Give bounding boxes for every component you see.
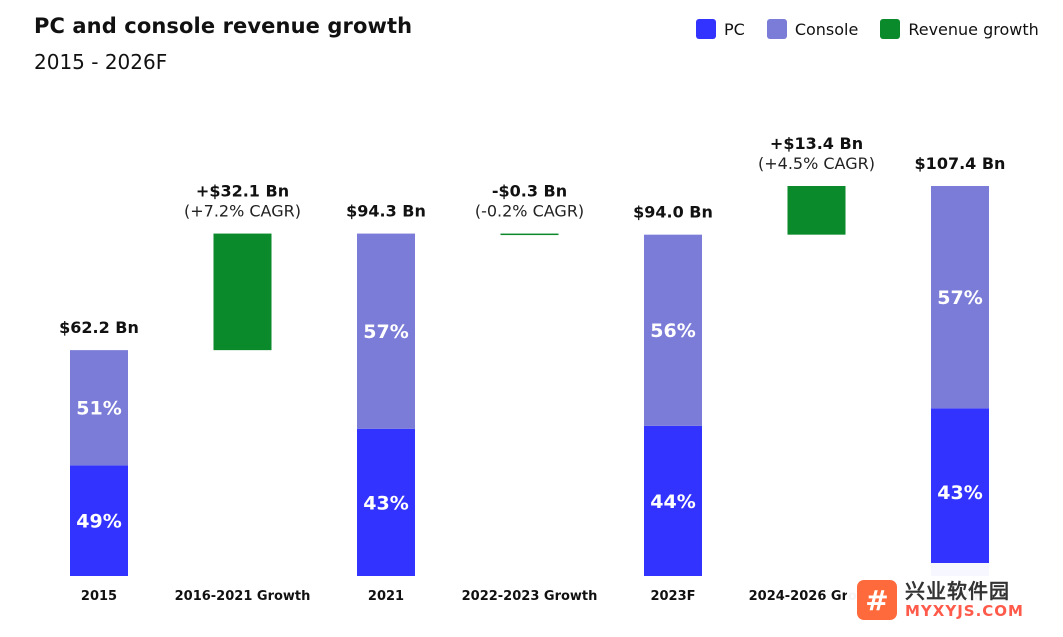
bar-pc-2026f (931, 408, 989, 576)
watermark-text-cn: 兴业软件园 (905, 578, 1010, 603)
bar-console-label-2026f: 57% (937, 287, 982, 309)
x-tick-label-2021: 2021 (368, 589, 404, 604)
watermark-logo-icon: # (857, 580, 897, 620)
legend-item-revenue-growth: Revenue growth (880, 19, 1039, 39)
bar-total-label-2023f: $94.0 Bn (633, 203, 713, 222)
bar-console-label-2023f: 56% (650, 320, 695, 342)
bar-growth-label-2016-2021-growth: +$32.1 Bn (196, 182, 289, 201)
bar-growth-label-2022-2023-growth: -$0.3 Bn (492, 182, 567, 201)
bar-growth-cagr-2024-2026-growth: (+4.5% CAGR) (758, 154, 875, 173)
legend-label-pc: PC (724, 19, 745, 39)
legend-item-console: Console (766, 19, 859, 39)
chart-title: PC and console revenue growth (34, 14, 413, 38)
bar-console-label-2021: 57% (363, 321, 408, 343)
bar-growth-label-2024-2026-growth: +$13.4 Bn (770, 134, 863, 153)
x-tick-label-2016-2021-growth: 2016-2021 Growth (175, 589, 311, 604)
bar-growth-2024-2026-growth (787, 186, 846, 235)
legend-label-revenue-growth: Revenue growth (908, 19, 1039, 39)
legend-swatch-console (766, 19, 787, 39)
bar-pc-label-2023f: 44% (650, 491, 695, 513)
bar-pc-2023f (644, 425, 702, 576)
bar-growth-2022-2023-growth (500, 233, 559, 236)
legend-swatch-revenue-growth (880, 19, 901, 39)
bar-total-label-2026f: $107.4 Bn (915, 154, 1006, 173)
bar-total-label-2015: $62.2 Bn (59, 318, 139, 337)
x-tick-label-2022-2023-growth: 2022-2023 Growth (462, 589, 598, 604)
legend-swatch-pc (696, 19, 716, 39)
bar-pc-2015 (70, 465, 128, 576)
bar-console-label-2015: 51% (76, 398, 121, 420)
x-tick-label-2015: 2015 (81, 589, 117, 604)
legend-label-console: Console (794, 19, 859, 39)
watermark: # 兴业软件园 MYXYJS.COM (847, 563, 1063, 637)
bar-growth-cagr-2022-2023-growth: (-0.2% CAGR) (475, 202, 584, 221)
bar-console-2023f (644, 234, 702, 426)
bar-console-2015 (70, 350, 128, 466)
chart-subtitle: 2015 - 2026F (34, 50, 168, 74)
bar-pc-label-2026f: 43% (937, 482, 982, 504)
bar-pc-label-2015: 49% (76, 511, 121, 533)
bar-pc-label-2021: 43% (363, 492, 408, 514)
bar-growth-2016-2021-growth (213, 233, 272, 351)
bar-growth-cagr-2016-2021-growth: (+7.2% CAGR) (184, 202, 301, 221)
bar-console-2021 (357, 233, 415, 429)
bar-pc-2021 (357, 428, 415, 576)
bar-total-label-2021: $94.3 Bn (346, 202, 426, 221)
legend: PC Console Revenue growth (696, 19, 1049, 39)
watermark-text: 兴业软件园 MYXYJS.COM (905, 578, 1024, 620)
bar-console-2026f (931, 186, 989, 409)
watermark-text-en: MYXYJS.COM (905, 601, 1024, 620)
x-tick-label-2023f: 2023F (650, 589, 695, 604)
legend-item-pc: PC (696, 19, 745, 39)
